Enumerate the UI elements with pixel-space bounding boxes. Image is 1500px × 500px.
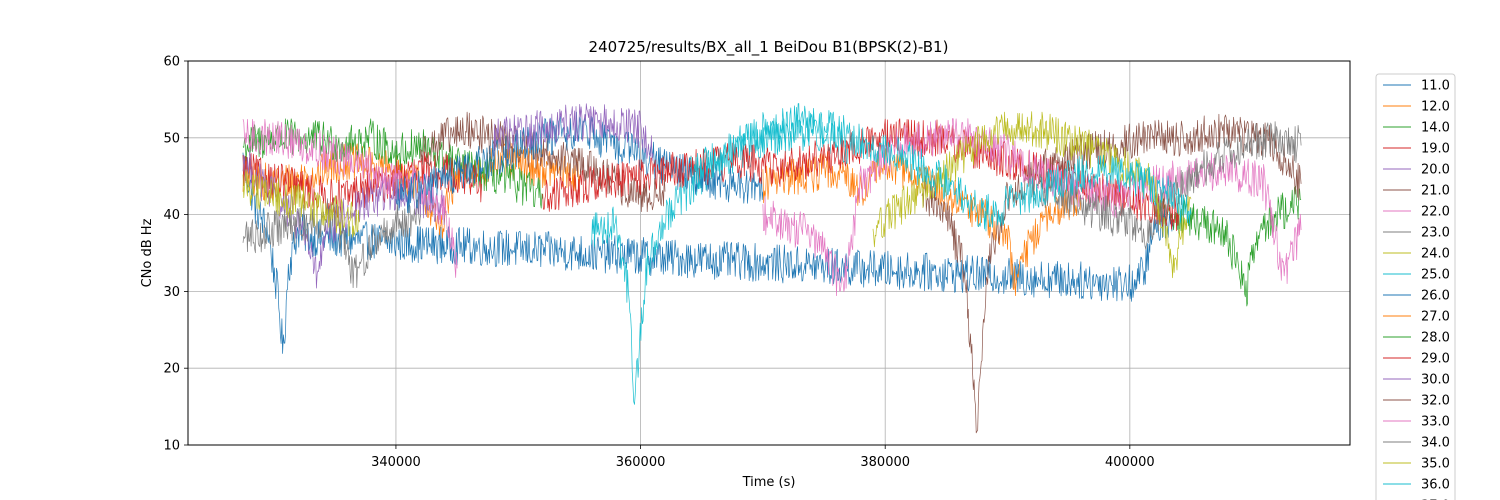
series-line <box>493 103 654 161</box>
x-tick-label: 400000 <box>1105 455 1155 470</box>
legend-label: 29.0 <box>1421 352 1450 367</box>
y-axis: 10 20 30 40 50 60 <box>163 55 188 454</box>
series-line <box>242 169 360 238</box>
legend-label: 19.0 <box>1421 142 1450 157</box>
legend-label: 32.0 <box>1421 394 1450 409</box>
legend-label: 25.0 <box>1421 268 1450 283</box>
legend-label: 22.0 <box>1421 205 1450 220</box>
legend-label: 20.0 <box>1421 163 1450 178</box>
x-tick-label: 340000 <box>371 455 421 470</box>
chart-title: 240725/results/BX_all_1 BeiDou B1(BPSK(2… <box>589 38 949 57</box>
y-axis-label: CNo dB Hz <box>140 218 155 287</box>
series-line <box>872 111 1192 279</box>
x-axis: 340000 360000 380000 400000 <box>371 445 1155 470</box>
x-axis-label: Time (s) <box>742 475 796 490</box>
legend-label: 33.0 <box>1421 415 1450 430</box>
legend-label: 12.0 <box>1421 100 1450 115</box>
legend-label: 26.0 <box>1421 289 1450 304</box>
series-layer <box>242 103 1302 434</box>
legend-box <box>1375 73 1456 500</box>
legend: 11.0 12.0 14.0 19.0 20.0 21.0 22.0 23.0 24.0 25.0… <box>1375 73 1456 500</box>
series-line <box>762 118 1302 297</box>
y-tick-label: 60 <box>163 55 180 70</box>
legend-label: 36.0 <box>1421 478 1450 493</box>
y-tick-label: 40 <box>163 208 180 223</box>
legend-label: 28.0 <box>1421 331 1450 346</box>
legend-label: 30.0 <box>1421 373 1450 388</box>
legend-label: 34.0 <box>1421 436 1450 451</box>
y-tick-label: 50 <box>163 131 180 146</box>
series-line <box>689 103 1192 232</box>
y-tick-label: 30 <box>163 285 180 300</box>
series-line <box>1031 121 1302 250</box>
series-line <box>591 113 849 405</box>
plot-frame <box>187 60 1351 446</box>
legend-label: 23.0 <box>1421 226 1450 241</box>
legend-label: 35.0 <box>1421 457 1450 472</box>
y-tick-label: 20 <box>163 362 180 377</box>
x-tick-label: 380000 <box>860 455 910 470</box>
legend-label: 11.0 <box>1421 79 1450 94</box>
x-tick-label: 360000 <box>616 455 666 470</box>
legend-label: 21.0 <box>1421 184 1450 199</box>
legend-label: 37.0 <box>1421 499 1450 500</box>
series-line <box>242 142 580 239</box>
legend-label: 14.0 <box>1421 121 1450 136</box>
series-line <box>242 152 1173 354</box>
y-tick-label: 10 <box>163 439 180 454</box>
legend-label: 24.0 <box>1421 247 1450 262</box>
legend-label: 27.0 <box>1421 310 1450 325</box>
legend-entries: 11.0 12.0 14.0 19.0 20.0 21.0 22.0 23.0 24.0 25.0… <box>1383 79 1450 500</box>
